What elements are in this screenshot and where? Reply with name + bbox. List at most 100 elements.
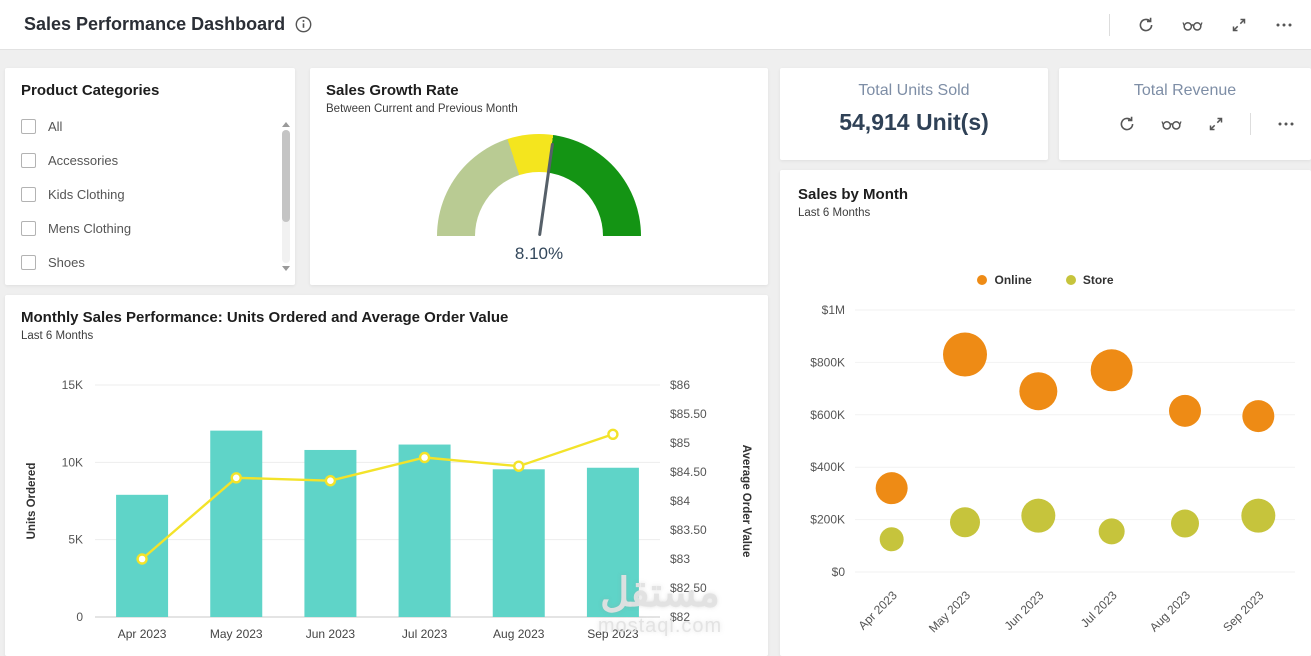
toolbar-divider (1250, 113, 1251, 135)
header: Sales Performance Dashboard (0, 0, 1311, 50)
bubble (943, 332, 987, 377)
svg-text:Sep 2023: Sep 2023 (1220, 588, 1266, 634)
bubble (875, 472, 908, 505)
svg-text:$200K: $200K (810, 513, 845, 527)
svg-text:$85.50: $85.50 (670, 407, 707, 421)
x-axis-labels: Apr 2023 May 2023 Jun 2023 Jul 2023 Aug 2023… (855, 588, 1266, 635)
bubble (1098, 518, 1125, 545)
bubble (1171, 509, 1199, 538)
legend-dot (977, 275, 988, 285)
checkbox[interactable] (21, 186, 36, 202)
category-item[interactable]: Kids Clothing (21, 177, 279, 211)
avg-order-value-line (136, 428, 619, 565)
bubble-chart[interactable]: $0 $200K $400K $600K $800K $1M Apr 2023 May 202… (780, 295, 1311, 650)
gridlines (855, 309, 1295, 573)
units-ordered-bars (116, 430, 639, 617)
line-marker (607, 428, 619, 441)
glasses-icon[interactable] (1161, 116, 1182, 132)
bubble (879, 527, 904, 552)
page-title: Sales Performance Dashboard (24, 14, 286, 34)
svg-text:Average Order Value: Average Order Value (740, 445, 752, 558)
line-marker (513, 460, 525, 472)
sales-by-month-card: Sales by Month Last 6 Months Online Store… (780, 170, 1311, 656)
info-icon[interactable] (295, 16, 312, 33)
category-item[interactable]: Accessories (21, 143, 279, 177)
dashboard-body: Product Categories All Accessories Kids Cl… (0, 50, 1311, 656)
svg-text:$84: $84 (670, 494, 690, 508)
svg-text:Jun 2023: Jun 2023 (306, 627, 356, 641)
total-revenue-card: Total Revenue (1059, 68, 1311, 160)
svg-text:Jul 2023: Jul 2023 (402, 627, 448, 641)
card-title: Sales by Month (798, 186, 909, 203)
bar (492, 469, 545, 617)
svg-text:$86: $86 (670, 378, 690, 392)
checkbox[interactable] (21, 254, 36, 270)
scroll-down-icon[interactable] (282, 266, 290, 271)
svg-text:$84.50: $84.50 (670, 465, 707, 479)
svg-text:$85: $85 (670, 436, 690, 450)
left-axis-labels: 0 5K 10K 15K (62, 378, 84, 624)
svg-text:Jun 2023: Jun 2023 (1002, 588, 1047, 633)
online-bubbles (875, 332, 1275, 505)
svg-text:May 2023: May 2023 (210, 627, 263, 641)
scrollbar-thumb[interactable] (282, 130, 290, 222)
line-marker (418, 451, 431, 464)
category-item[interactable]: Shoes (21, 245, 279, 279)
svg-text:15K: 15K (62, 378, 83, 392)
legend-label: Online (994, 273, 1032, 287)
svg-text:Sep 2023: Sep 2023 (587, 627, 639, 641)
gridlines (95, 384, 660, 618)
scroll-up-icon[interactable] (282, 122, 290, 127)
legend-item[interactable]: Online (977, 273, 1032, 287)
category-item[interactable]: All (21, 109, 279, 143)
svg-text:$83.50: $83.50 (670, 523, 707, 537)
legend-label: Store (1082, 273, 1114, 287)
bubble (1021, 498, 1056, 533)
more-options-icon[interactable] (1277, 116, 1295, 132)
card-subtitle: Last 6 Months (21, 330, 94, 342)
refresh-icon[interactable] (1138, 17, 1154, 33)
card-title: Product Categories (21, 82, 160, 99)
scrollbar-track[interactable] (282, 130, 290, 263)
svg-text:Jul 2023: Jul 2023 (1078, 588, 1120, 630)
glasses-icon[interactable] (1182, 17, 1203, 33)
y-axis-labels: $0 $200K $400K $600K $800K $1M (810, 303, 845, 579)
category-label: Shoes (48, 254, 85, 270)
kpi-title: Total Units Sold (858, 82, 970, 99)
sales-growth-gauge[interactable] (437, 134, 641, 237)
card-subtitle: Between Current and Previous Month (326, 103, 518, 115)
svg-text:Apr 2023: Apr 2023 (855, 588, 900, 633)
refresh-icon[interactable] (1119, 116, 1135, 132)
x-axis-labels: Apr 2023 May 2023 Jun 2023 Jul 2023 Aug 2023… (118, 627, 639, 641)
svg-text:$82.50: $82.50 (670, 581, 707, 595)
card-title: Monthly Sales Performance: Units Ordered… (21, 309, 509, 326)
monthly-sales-card: Monthly Sales Performance: Units Ordered… (5, 295, 768, 656)
svg-text:Aug 2023: Aug 2023 (493, 627, 545, 641)
product-categories-card: Product Categories All Accessories Kids Cl… (5, 68, 295, 285)
svg-text:$1M: $1M (822, 303, 845, 317)
combo-chart[interactable]: 05K10K15K$82$82.50$83$83.50$84$84.50$85$… (5, 350, 768, 656)
bubble (1242, 400, 1275, 433)
expand-icon[interactable] (1208, 116, 1224, 132)
svg-text:0: 0 (76, 610, 83, 624)
kpi-title: Total Revenue (1133, 82, 1237, 99)
category-label: All (48, 118, 63, 134)
svg-text:5K: 5K (68, 533, 83, 547)
expand-icon[interactable] (1231, 17, 1247, 33)
scrollbar[interactable] (281, 122, 291, 271)
category-list: All Accessories Kids Clothing Mens Clothing… (21, 109, 279, 279)
toolbar-divider (1109, 13, 1110, 36)
checkbox[interactable] (21, 152, 36, 168)
more-options-icon[interactable] (1275, 17, 1293, 33)
checkbox[interactable] (21, 118, 36, 134)
category-label: Accessories (48, 152, 119, 168)
legend-item[interactable]: Store (1065, 273, 1114, 287)
svg-text:Apr 2023: Apr 2023 (118, 627, 167, 641)
bar (586, 467, 639, 617)
line-marker (324, 474, 337, 487)
category-item[interactable]: Mens Clothing (21, 211, 279, 245)
kpi-value: 54,914 Unit(s) (839, 109, 989, 135)
svg-text:$600K: $600K (810, 408, 845, 422)
sales-growth-card: Sales Growth Rate Between Current and Pr… (310, 68, 768, 285)
checkbox[interactable] (21, 220, 36, 236)
